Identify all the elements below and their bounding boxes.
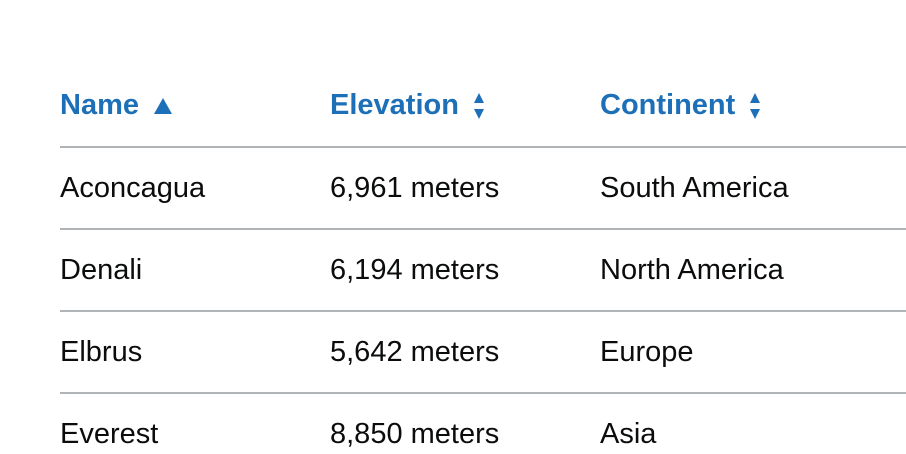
table-row: Everest 8,850 meters Asia xyxy=(60,393,906,454)
mountains-table: Name Elevation xyxy=(60,0,906,454)
sort-by-elevation-button[interactable]: Elevation xyxy=(330,91,485,120)
sort-by-continent-button[interactable]: Continent xyxy=(600,91,761,120)
cell-name: Denali xyxy=(60,229,330,312)
cell-continent: North America xyxy=(600,229,906,312)
cell-elevation: 5,642 meters xyxy=(330,311,600,394)
cell-continent: Europe xyxy=(600,311,906,394)
sort-button-label: Elevation xyxy=(330,89,459,121)
sort-ascending-icon xyxy=(154,97,172,114)
cell-name: Aconcagua xyxy=(60,147,330,230)
sort-unsorted-icon xyxy=(750,92,761,119)
column-header-elevation: Elevation xyxy=(330,0,600,148)
table-body: Aconcagua 6,961 meters South America Den… xyxy=(60,147,906,454)
sort-unsorted-icon xyxy=(473,92,484,119)
cell-elevation: 8,850 meters xyxy=(330,417,500,450)
sort-button-label: Name xyxy=(60,89,139,121)
sortable-table-container: Name Elevation xyxy=(60,0,906,454)
cell-elevation: 6,194 meters xyxy=(330,229,600,312)
sort-button-label: Continent xyxy=(600,89,736,121)
cell-elevation: 6,961 meters xyxy=(330,147,600,230)
cell-name: Elbrus xyxy=(60,311,330,394)
table-row: Denali 6,194 meters North America xyxy=(60,229,906,312)
cell-continent: South America xyxy=(600,147,906,230)
table-row: Aconcagua 6,961 meters South America xyxy=(60,147,906,230)
cell-name: Everest xyxy=(60,417,159,450)
header-row: Name Elevation xyxy=(60,0,906,148)
table-row: Elbrus 5,642 meters Europe xyxy=(60,311,906,394)
sort-by-name-button[interactable]: Name xyxy=(60,91,173,120)
column-header-name: Name xyxy=(60,0,330,148)
table-header: Name Elevation xyxy=(60,0,906,148)
cell-continent: Asia xyxy=(600,417,657,450)
column-header-continent: Continent xyxy=(600,0,906,148)
